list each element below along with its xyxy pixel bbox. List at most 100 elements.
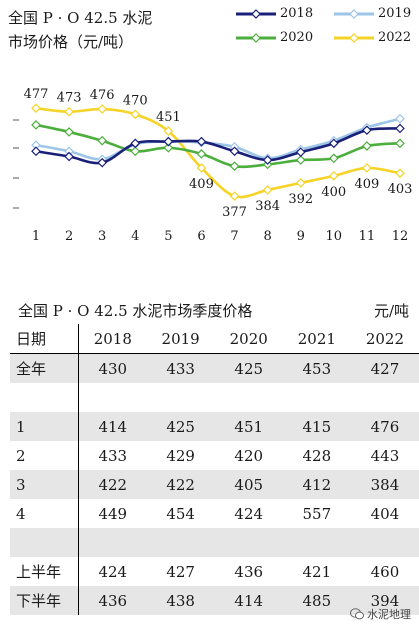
data-label: 409 — [354, 177, 379, 192]
legend-item-2018: 2018 — [236, 6, 313, 21]
quarterly-price-table: 日期 2018 2019 2020 2021 2022 全年 430 433 425 4… — [10, 324, 419, 615]
row-label: 3 — [10, 470, 79, 499]
table-unit: 元/吨 — [373, 302, 409, 320]
data-point-2020 — [295, 155, 306, 165]
legend-item-2022: 2022 — [334, 30, 411, 45]
table-cell: 414 — [78, 412, 147, 441]
data-point-2022 — [64, 106, 74, 117]
data-point-2022 — [362, 163, 372, 173]
data-label: 451 — [156, 110, 181, 125]
table-cell: 460 — [370, 562, 400, 581]
data-label: 403 — [388, 182, 413, 197]
table-cell: 420 — [234, 446, 264, 465]
series-line-2022 — [35, 106, 401, 199]
table-cell: 425 — [146, 412, 215, 441]
data-point-2020 — [229, 161, 240, 172]
legend-swatch-2020 — [236, 32, 276, 43]
data-label: 392 — [288, 192, 313, 207]
table-cell: 443 — [370, 446, 400, 465]
table-cell — [79, 383, 147, 412]
legend-swatch-2022 — [334, 32, 374, 43]
wechat-icon — [350, 608, 364, 620]
watermark: 水泥地理 — [350, 606, 411, 622]
table-cell: 429 — [166, 446, 195, 465]
table-cell: 415 — [282, 412, 351, 441]
data-point-2020 — [130, 146, 141, 157]
table-cell: 421 — [302, 562, 332, 581]
data-point-2022 — [295, 178, 306, 188]
x-tick-label: 10 — [326, 229, 343, 244]
data-label: 400 — [321, 185, 346, 200]
table-cell: 427 — [350, 353, 419, 383]
watermark-text: 水泥地理 — [367, 608, 411, 621]
legend-item-2019: 2019 — [334, 6, 411, 21]
table-cell: 438 — [146, 586, 215, 615]
legend-swatch-2018 — [236, 8, 276, 19]
legend-label-2019: 2019 — [378, 6, 412, 21]
table-cell: 485 — [282, 586, 351, 615]
table-cell: 414 — [214, 586, 283, 615]
row-label — [10, 383, 79, 412]
data-point-2020 — [395, 138, 405, 149]
chart-title-line-2: 市场价格（元/吨） — [8, 33, 134, 51]
data-point-2022 — [196, 163, 207, 173]
data-point-2018 — [395, 123, 405, 134]
x-tick-label: 11 — [359, 229, 376, 244]
data-point-2018 — [196, 136, 207, 147]
legend-label-2020: 2020 — [280, 30, 314, 45]
data-point-2020 — [362, 141, 372, 151]
x-tick-label: 8 — [263, 229, 271, 244]
x-tick-label: 7 — [230, 229, 238, 244]
table-row: 下半年 436 438 414 485 394 — [10, 586, 419, 615]
column-header-2022: 2022 — [350, 324, 419, 354]
data-point-2020 — [97, 135, 108, 146]
table-row: 1 414 425 451 415 476 — [10, 412, 419, 441]
column-header-date: 日期 — [10, 324, 79, 354]
legend-item-2020: 2020 — [236, 30, 313, 45]
legend-label-2018: 2018 — [280, 6, 314, 21]
data-point-2018 — [262, 155, 273, 165]
table-cell — [282, 528, 351, 557]
data-point-2018 — [328, 138, 339, 149]
data-point-2020 — [196, 149, 207, 159]
table-title: 全国 P · O 42.5 水泥市场季度价格 — [18, 302, 253, 320]
x-tick-label: 1 — [32, 229, 40, 244]
data-point-2022 — [163, 126, 174, 136]
x-tick-label: 4 — [131, 229, 139, 244]
table-cell — [214, 528, 283, 557]
row-label: 全年 — [10, 353, 79, 383]
table-cell — [146, 528, 215, 557]
table-row: 上半年 424 427 436 421 460 — [10, 557, 419, 586]
table-cell: 412 — [282, 470, 351, 499]
table-cell: 453 — [282, 353, 351, 383]
table-cell: 428 — [302, 446, 332, 465]
table-cell: 405 — [214, 470, 283, 499]
table-cell: 436 — [78, 586, 147, 615]
data-point-2018 — [295, 147, 306, 157]
table-cell: 436 — [234, 562, 264, 581]
data-point-2022 — [130, 109, 141, 120]
table-body: 全年 430 433 425 453 427 1 414 425 451 415 476 2 433 429… — [10, 353, 419, 615]
table-cell — [350, 528, 419, 557]
data-point-2020 — [163, 142, 174, 153]
table-cell — [351, 383, 419, 412]
table-cell — [147, 383, 215, 412]
row-label: 下半年 — [10, 586, 79, 615]
data-point-2022 — [31, 103, 41, 114]
table-cell: 454 — [166, 504, 195, 523]
data-point-2022 — [328, 171, 339, 181]
x-tick-label: 6 — [197, 229, 205, 244]
data-point-2020 — [64, 127, 74, 137]
data-label: 470 — [123, 93, 148, 108]
table-cell — [215, 383, 283, 412]
data-point-2018 — [163, 136, 174, 147]
row-label — [10, 528, 79, 557]
data-point-2018 — [97, 157, 108, 168]
data-point-2022 — [262, 185, 273, 195]
table-row: 2 433 429 420 428 443 — [10, 441, 419, 470]
table-cell: 430 — [78, 353, 147, 383]
legend-swatch-2019 — [334, 8, 374, 19]
table-cell: 427 — [166, 562, 195, 581]
table-header-row: 日期 2018 2019 2020 2021 2022 — [10, 324, 419, 354]
